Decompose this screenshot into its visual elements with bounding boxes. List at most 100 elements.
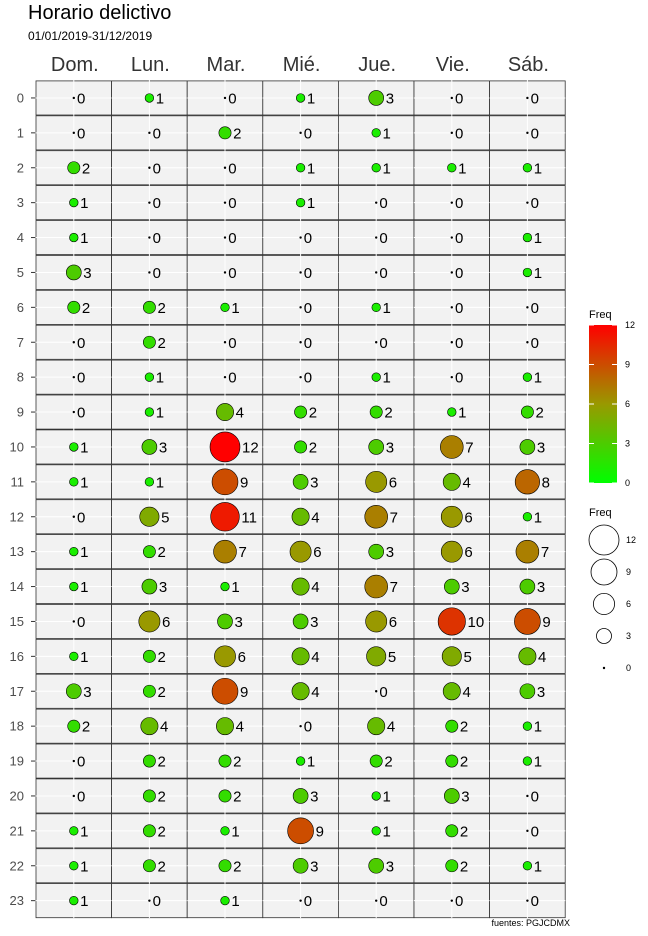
data-label: 6 [162, 614, 170, 631]
data-point [72, 620, 76, 623]
data-point [447, 407, 457, 417]
data-label: 3 [537, 684, 545, 701]
data-label: 0 [77, 754, 85, 771]
data-point [294, 405, 308, 419]
data-point [292, 788, 309, 804]
data-label: 0 [455, 893, 463, 910]
hour-label: 21 [10, 823, 24, 838]
data-label: 0 [304, 719, 312, 736]
data-point [450, 131, 453, 135]
data-point [218, 126, 232, 140]
data-label: 2 [158, 649, 166, 666]
data-label: 4 [311, 649, 319, 666]
data-label: 0 [455, 370, 463, 387]
data-label: 0 [77, 370, 85, 387]
data-point [445, 859, 459, 873]
data-point [299, 236, 302, 239]
data-point [440, 505, 463, 528]
data-label: 3 [83, 684, 91, 701]
data-point [67, 719, 81, 733]
data-label: 3 [537, 579, 545, 596]
data-point [445, 754, 459, 768]
data-point [299, 306, 302, 309]
data-label: 3 [235, 614, 243, 631]
data-point [66, 683, 82, 700]
data-label: 2 [233, 125, 241, 142]
data-point [295, 198, 306, 208]
hour-label: 22 [10, 858, 24, 873]
data-point [445, 824, 459, 838]
data-point [216, 717, 234, 736]
data-point [299, 271, 302, 274]
data-label: 1 [231, 893, 239, 910]
data-label: 1 [80, 649, 88, 666]
data-label: 0 [531, 788, 539, 805]
data-point [218, 754, 232, 768]
data-point [142, 300, 156, 314]
data-label: 1 [383, 823, 391, 840]
data-point [72, 759, 76, 763]
data-label: 0 [455, 195, 463, 212]
data-label: 1 [534, 370, 542, 387]
data-point [220, 581, 230, 592]
data-point [69, 861, 79, 871]
data-label: 7 [541, 544, 549, 561]
size-key [592, 592, 616, 616]
data-label: 2 [460, 858, 468, 875]
data-point [522, 372, 533, 382]
hour-label: 3 [17, 195, 24, 210]
data-label: 0 [77, 125, 85, 142]
data-point [292, 857, 309, 874]
data-label: 0 [228, 370, 236, 387]
data-point [299, 724, 302, 728]
data-label: 3 [159, 579, 167, 596]
data-label: 1 [534, 509, 542, 526]
data-label: 1 [307, 754, 315, 771]
data-point [371, 372, 381, 382]
data-point [144, 407, 155, 417]
hour-label: 0 [17, 90, 24, 105]
data-label: 2 [158, 858, 166, 875]
data-point [520, 405, 534, 419]
data-label: 0 [153, 265, 161, 282]
data-label: 1 [458, 405, 466, 422]
data-label: 0 [531, 90, 539, 107]
data-label: 1 [307, 160, 315, 177]
data-point [371, 826, 381, 836]
data-point [142, 824, 156, 838]
hour-label: 19 [10, 754, 24, 769]
data-label: 3 [537, 439, 545, 456]
data-point [72, 131, 76, 135]
data-point [218, 859, 232, 873]
hour-label: 11 [11, 474, 25, 489]
data-label: 7 [238, 544, 246, 561]
data-label: 0 [153, 160, 161, 177]
data-point [148, 899, 151, 902]
data-label: 4 [387, 719, 395, 736]
data-label: 4 [236, 405, 244, 422]
data-label: 3 [310, 474, 318, 491]
data-point [375, 271, 378, 274]
data-label: 2 [460, 754, 468, 771]
data-point [69, 651, 79, 661]
data-label: 9 [316, 823, 324, 840]
data-point [442, 682, 461, 701]
data-label: 1 [534, 754, 542, 771]
hour-label: 10 [10, 439, 24, 454]
data-label: 0 [304, 125, 312, 142]
size-key-label: 9 [626, 567, 631, 577]
data-marks: 0 1 0 1 3 0 00 0 2 0 1 0 02 0 0 1 1 1 11 0 0 1 0 0 01 0 0 0 0 0 13 0 0 0 0… [66, 90, 551, 910]
size-key [596, 628, 612, 644]
data-label: 9 [240, 684, 248, 701]
data-point [522, 756, 533, 766]
data-point [72, 96, 76, 100]
data-label: 6 [238, 649, 246, 666]
data-point [142, 684, 156, 698]
data-label: 1 [80, 439, 88, 456]
data-label: 0 [531, 823, 539, 840]
data-point [526, 131, 529, 135]
data-label: 0 [531, 335, 539, 352]
data-point [371, 302, 381, 312]
data-label: 0 [455, 335, 463, 352]
color-tick-label: 3 [625, 439, 630, 449]
